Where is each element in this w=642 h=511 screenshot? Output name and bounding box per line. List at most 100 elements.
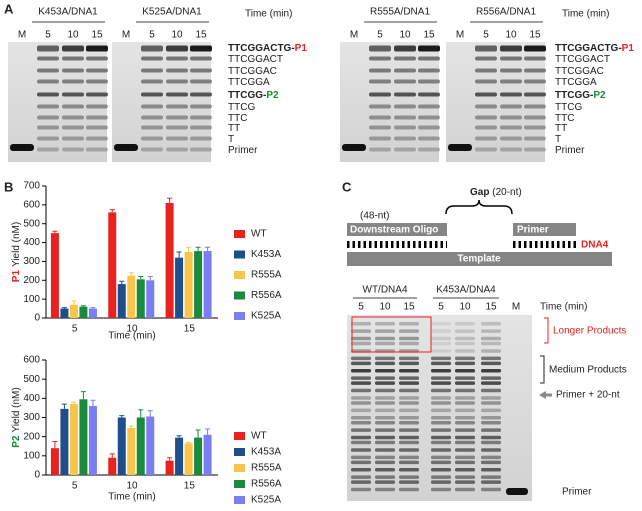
lane-label: 10 (459, 302, 471, 313)
band (394, 136, 416, 141)
y-tick-label: 500 (23, 374, 40, 385)
band (455, 329, 475, 333)
x-tick-label: 15 (184, 324, 196, 335)
lane-label: 10 (379, 302, 391, 313)
band (351, 396, 371, 400)
gap-size: (20-nt) (492, 187, 521, 198)
band-label: TTCGGAC (228, 66, 277, 77)
band (375, 341, 395, 346)
band (166, 68, 188, 73)
lane-label: 5 (45, 30, 51, 41)
product: P1 (622, 43, 635, 54)
band-label: TTCGGACT (228, 54, 283, 65)
band (399, 440, 419, 445)
band (431, 455, 451, 460)
band (399, 468, 419, 472)
product: P2 (266, 90, 279, 101)
error-bar (80, 391, 86, 400)
template-bar (347, 252, 612, 266)
bar (108, 457, 117, 475)
band (455, 408, 475, 413)
band (431, 376, 451, 380)
x-axis-label: Time (min) (108, 331, 155, 342)
band (375, 480, 395, 484)
legend-label: K453A (251, 249, 281, 260)
y-tick-label: 500 (23, 218, 40, 229)
annotation: Longer Products (553, 326, 626, 337)
band (399, 388, 419, 393)
band (62, 136, 84, 141)
band (86, 79, 108, 84)
legend-swatch (234, 432, 245, 440)
band (399, 322, 419, 326)
band (481, 356, 501, 361)
band (375, 388, 395, 393)
band (524, 45, 546, 52)
band (431, 448, 451, 452)
band (524, 115, 546, 120)
sequence: TTCG (228, 102, 255, 113)
bar (69, 304, 78, 318)
band (455, 376, 475, 380)
band-label: T (555, 134, 561, 145)
band (141, 79, 163, 84)
band (86, 136, 108, 141)
band (375, 460, 395, 465)
panel-label: C (342, 179, 352, 194)
band (524, 136, 546, 141)
product: P2 (593, 90, 606, 101)
band (431, 416, 451, 420)
band (351, 361, 371, 366)
error-bar (195, 429, 201, 438)
band (431, 460, 451, 465)
band (431, 480, 451, 484)
band (475, 56, 497, 61)
bar (79, 306, 88, 318)
lane-label: 5 (377, 30, 383, 41)
band (190, 56, 212, 61)
lane-label: 15 (485, 302, 497, 313)
band (399, 376, 419, 380)
band (369, 136, 391, 141)
band (166, 56, 188, 61)
band (62, 115, 84, 120)
band (500, 92, 522, 97)
y-tick-label: 400 (23, 393, 40, 404)
x-tick-label: 5 (72, 481, 78, 492)
sequence: TTCGG- (555, 90, 593, 101)
band (500, 56, 522, 61)
bar (60, 308, 69, 318)
error-bar (205, 428, 211, 435)
bar (69, 404, 78, 475)
band (114, 144, 138, 151)
band (399, 381, 419, 385)
band-label: TT (555, 123, 567, 134)
error-bar (205, 246, 211, 252)
legend-swatch (234, 464, 245, 472)
bar (165, 460, 174, 475)
band (418, 125, 440, 130)
band (455, 487, 475, 492)
band (62, 56, 84, 61)
gap: Gap (470, 187, 489, 198)
y-axis-label: P2 Yield (nM) (11, 387, 22, 447)
band (375, 396, 395, 400)
band (418, 92, 440, 97)
band (455, 475, 475, 479)
bar (175, 257, 184, 318)
gel-title: R556A/DNA1 (476, 7, 536, 18)
band (37, 125, 59, 130)
band (369, 104, 391, 109)
bar (184, 443, 193, 475)
band (141, 104, 163, 109)
band (351, 480, 371, 484)
band (166, 92, 188, 97)
band (399, 475, 419, 479)
band (399, 448, 419, 452)
legend-label: R555A (251, 463, 282, 474)
band (455, 480, 475, 484)
band-label: TTC (228, 113, 247, 124)
legend-swatch (234, 230, 245, 238)
band (351, 468, 371, 472)
bar (203, 251, 212, 318)
